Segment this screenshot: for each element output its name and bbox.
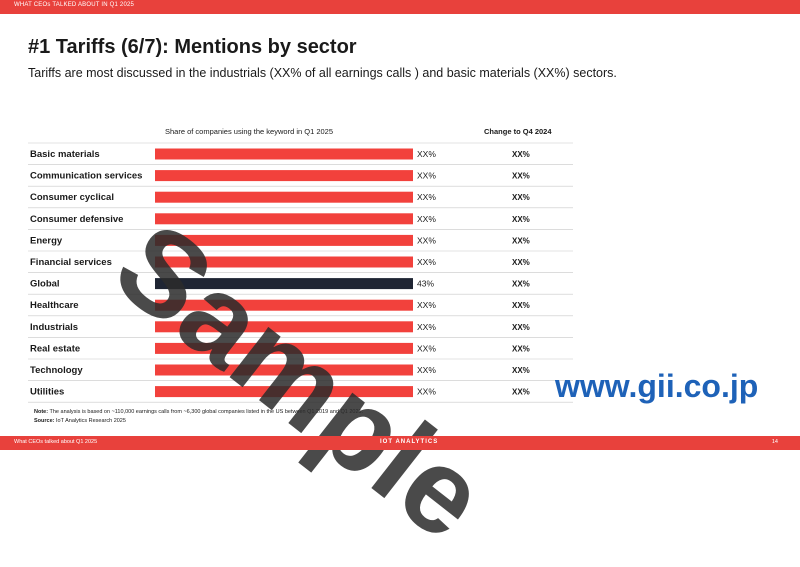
- category-label: Global: [30, 279, 60, 290]
- bar: [155, 191, 413, 203]
- change-label: XX%: [512, 301, 530, 310]
- top-bar: WHAT CEOs TALKED ABOUT IN Q1 2025: [0, 0, 800, 14]
- bar: [155, 342, 413, 354]
- change-label: XX%: [512, 172, 530, 181]
- value-label: XX%: [417, 235, 436, 245]
- category-label: Utilities: [30, 387, 64, 398]
- share-column-header: Share of companies using the keyword in …: [165, 127, 334, 136]
- value-label: XX%: [417, 214, 436, 224]
- change-label: XX%: [512, 323, 530, 332]
- category-label: Real estate: [30, 343, 80, 354]
- bar: [155, 148, 413, 160]
- change-label: XX%: [512, 280, 530, 289]
- change-column-header: Change to Q4 2024: [484, 127, 552, 136]
- change-label: XX%: [512, 193, 530, 202]
- bar: [155, 386, 413, 398]
- footer-bar: What CEOs talked about Q1 2025 IOT ANALY…: [0, 436, 800, 450]
- value-label: XX%: [417, 257, 436, 267]
- category-label: Communication services: [30, 171, 142, 182]
- top-bar-label: WHAT CEOs TALKED ABOUT IN Q1 2025: [14, 2, 135, 8]
- footer-title: What CEOs talked about Q1 2025: [14, 439, 98, 445]
- category-label: Basic materials: [30, 149, 100, 160]
- value-label: XX%: [417, 365, 436, 375]
- bar: [155, 213, 413, 225]
- category-label: Financial services: [30, 257, 112, 268]
- site-watermark: www.gii.co.jp: [555, 368, 759, 404]
- change-label: XX%: [512, 258, 530, 267]
- bar-global: [155, 278, 413, 290]
- bar: [155, 170, 413, 182]
- category-label: Consumer defensive: [30, 214, 123, 225]
- category-label: Industrials: [30, 322, 78, 333]
- bar: [155, 364, 413, 376]
- page-subtitle: Tariffs are most discussed in the indust…: [28, 66, 617, 80]
- note-text: The analysis is based on ~110,000 earnin…: [49, 409, 364, 415]
- value-label: XX%: [417, 149, 436, 159]
- sector-bar-chart: Basic materials XX% XX% Communication servi…: [28, 142, 573, 403]
- value-label: XX%: [417, 300, 436, 310]
- value-label: XX%: [417, 343, 436, 353]
- change-label: XX%: [512, 236, 530, 245]
- source-text: IoT Analytics Research 2025: [56, 418, 126, 424]
- value-label: 43%: [417, 279, 434, 289]
- change-label: XX%: [512, 388, 530, 397]
- category-label: Consumer cyclical: [30, 192, 114, 203]
- footer-brand-logo: IOT ANALYTICS: [380, 439, 439, 445]
- value-label: XX%: [417, 192, 436, 202]
- bar: [155, 299, 413, 311]
- value-label: XX%: [417, 387, 436, 397]
- value-label: XX%: [417, 171, 436, 181]
- note-label: Note:: [34, 409, 49, 415]
- page-number: 14: [771, 439, 778, 445]
- bar: [155, 256, 413, 268]
- category-label: Technology: [30, 365, 83, 376]
- change-label: XX%: [512, 344, 530, 353]
- category-label: Energy: [30, 235, 63, 246]
- change-label: XX%: [512, 366, 530, 375]
- change-label: XX%: [512, 150, 530, 159]
- source-label: Source:: [34, 418, 55, 424]
- change-label: XX%: [512, 215, 530, 224]
- bar: [155, 234, 413, 246]
- page-title: #1 Tariffs (6/7): Mentions by sector: [28, 36, 357, 58]
- value-label: XX%: [417, 322, 436, 332]
- bar: [155, 321, 413, 333]
- category-label: Healthcare: [30, 300, 79, 311]
- footnote-note: Note: The analysis is based on ~110,000 …: [34, 409, 363, 415]
- footnote-source: Source: IoT Analytics Research 2025: [34, 418, 126, 424]
